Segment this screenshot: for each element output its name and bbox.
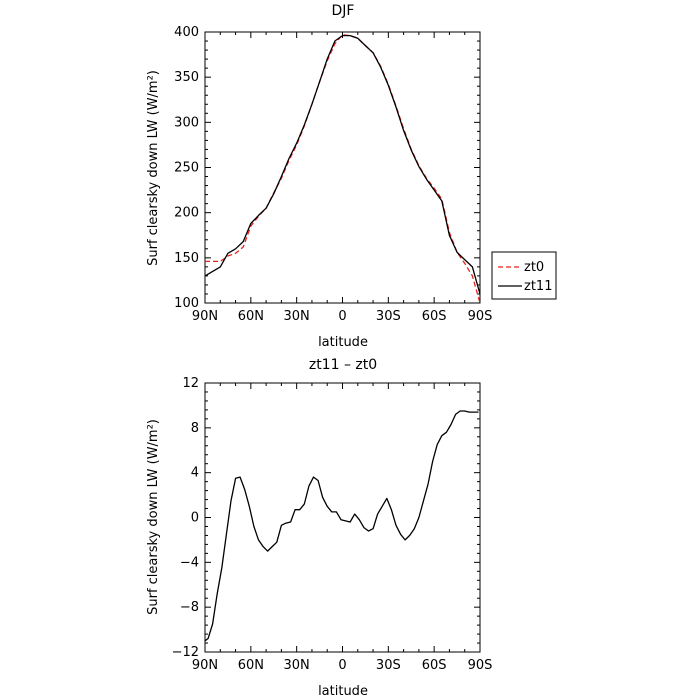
x-tick-label: 60S <box>422 309 447 324</box>
y-tick-label: −4 <box>180 555 199 570</box>
x-tick-label: 30N <box>284 658 310 673</box>
chart-title: DJF <box>332 3 355 19</box>
y-tick-label: 200 <box>174 206 199 221</box>
y-tick-label: 400 <box>174 25 199 40</box>
y-tick-label: 300 <box>174 115 199 130</box>
y-tick-label: 4 <box>191 466 199 481</box>
x-axis-label: latitude <box>318 684 368 699</box>
x-tick-label: 0 <box>338 658 346 673</box>
plot-frame <box>204 31 481 304</box>
y-tick-label: −12 <box>172 645 199 660</box>
x-tick-label: 30S <box>376 658 401 673</box>
x-tick-label: 60N <box>238 658 264 673</box>
y-tick-label: 350 <box>174 70 199 85</box>
legend-label-zt0: zt0 <box>524 260 544 275</box>
y-tick-label: 250 <box>174 161 199 176</box>
x-tick-label: 60S <box>422 658 447 673</box>
legend-box <box>491 251 557 300</box>
x-tick-label: 30S <box>376 309 401 324</box>
series-line-zt11 <box>204 34 481 295</box>
axis-ticks: 100 150 200 250 300 350 400 90N 60N 30N 0 30S 60S 90S <box>174 25 492 324</box>
x-tick-label: 90N <box>192 309 218 324</box>
x-tick-label: 90S <box>468 658 493 673</box>
series-line-zt0 <box>205 34 481 304</box>
panel-bottom: zt11 – zt0 −12 −8 −4 0 4 8 12 90N 60N 30N 0 30S 60S 9… <box>146 357 492 699</box>
x-tick-label: 90N <box>192 658 218 673</box>
series-layer <box>204 410 479 642</box>
plot-frame <box>204 382 481 653</box>
series-layer <box>204 34 481 304</box>
y-tick-label: 12 <box>182 376 199 391</box>
legend: zt0 zt11 <box>491 251 557 300</box>
axis-ticks: −12 −8 −4 0 4 8 12 90N 60N 30N 0 30S 60S 90S <box>172 376 493 673</box>
y-tick-label: 0 <box>191 511 199 526</box>
series-line-series-0 <box>204 410 479 642</box>
y-axis-label: Surf clearsky down LW (W/m²) <box>146 419 161 615</box>
y-tick-label: 150 <box>174 251 199 266</box>
y-tick-label: 100 <box>174 296 199 311</box>
legend-label-zt11: zt11 <box>524 279 552 294</box>
chart-title: zt11 – zt0 <box>309 357 377 373</box>
x-tick-label: 30N <box>284 309 310 324</box>
x-tick-label: 60N <box>238 309 264 324</box>
x-axis-label: latitude <box>318 335 368 350</box>
x-tick-label: 90S <box>468 309 493 324</box>
y-tick-label: 8 <box>191 421 199 436</box>
y-axis-label: Surf clearsky down LW (W/m²) <box>146 70 161 266</box>
y-tick-label: −8 <box>180 600 199 615</box>
x-tick-label: 0 <box>338 309 346 324</box>
panel-top: DJF 100 150 200 250 300 350 400 90N 60N 30N 0 30S 60… <box>146 3 557 350</box>
